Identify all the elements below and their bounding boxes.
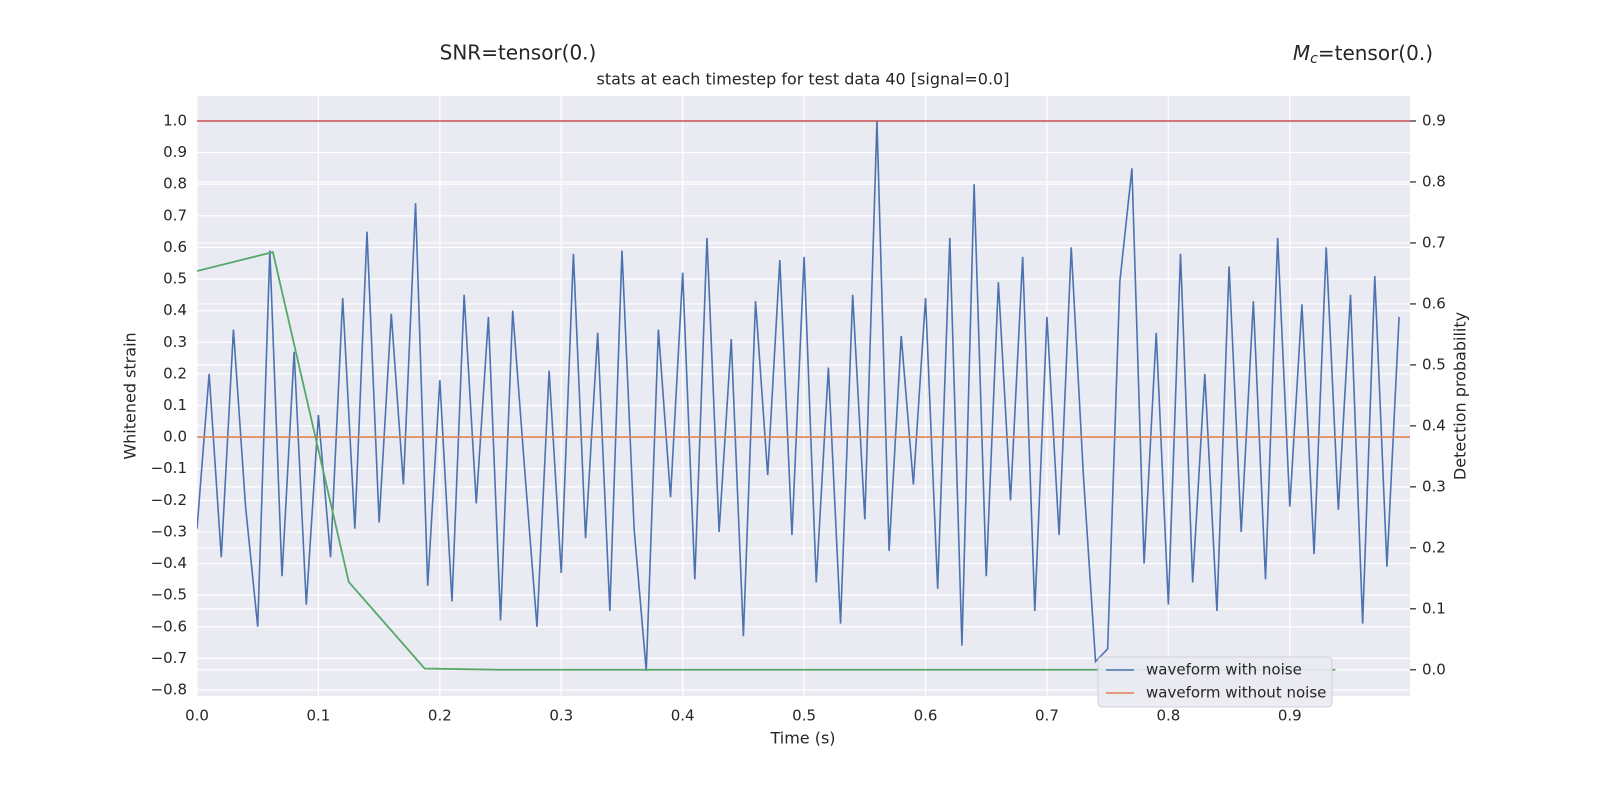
x-tick-label: 0.8 [1156,707,1180,725]
header-symbol: M [1293,41,1310,65]
x-tick-label: 0.9 [1278,707,1302,725]
y-tick-label: −0.3 [151,522,187,540]
y2-tick-label: 0.3 [1422,477,1446,495]
line [197,120,1400,672]
y-tick-label: −0.8 [151,680,187,698]
x-tick-label: 0.3 [549,707,573,725]
chart-title: stats at each timestep for test data 40 … [597,70,1010,89]
legend-box [1097,656,1333,708]
y2-tick-label: 0.7 [1422,233,1446,251]
x-tick-label: 0.5 [792,707,816,725]
header-subscript: c [1310,51,1318,67]
header-text: =tensor(0.) [1318,41,1433,65]
y2-tick-label: 0.6 [1422,294,1446,312]
y-tick-label: 1.0 [163,111,187,129]
x-axis-label: Time (s) [769,729,835,748]
x-tick-label: 0.7 [1035,707,1059,725]
y2-tick-label: 0.2 [1422,538,1446,556]
y-tick-label: 0.9 [163,143,187,161]
header-left: SNR=tensor(0.) [440,41,597,65]
y-tick-label: 0.2 [163,364,187,382]
x-tick-label: 0.4 [671,707,695,725]
y-tick-label: −0.5 [151,586,187,604]
plot-area [197,96,1410,696]
header-right: Mc=tensor(0.) [1293,41,1433,68]
x-tick-label: 0.6 [914,707,938,725]
y2-tick-label: 0.8 [1422,172,1446,190]
y2-tick-label: 0.1 [1422,599,1446,617]
y-tick-label: 0.8 [163,175,187,193]
y2-tick-label: 0.0 [1422,660,1446,678]
x-tick-label: 0.1 [306,707,330,725]
y-tick-label: −0.7 [151,649,187,667]
y-tick-label: 0.6 [163,238,187,256]
y-tick-label: 0.1 [163,396,187,414]
y-tick-label: −0.2 [151,491,187,509]
y2-tick-label: 0.4 [1422,416,1446,434]
x-tick-label: 0.0 [185,707,209,725]
y2-tick-label: 0.5 [1422,355,1446,373]
y-tick-label: −0.4 [151,554,187,572]
legend-label: waveform without noise [1146,684,1326,702]
y-tick-label: −0.6 [151,617,187,635]
y-tick-label: 0.0 [163,428,187,446]
x-tick-label: 0.2 [428,707,452,725]
y2-axis-label: Detection probability [1451,312,1470,480]
y-tick-label: −0.1 [151,459,187,477]
y-tick-label: 0.3 [163,333,187,351]
y-tick-label: 0.4 [163,301,187,319]
legend-label: waveform with noise [1146,661,1302,679]
y-tick-label: 0.5 [163,270,187,288]
y2-tick-label: 0.9 [1422,112,1446,130]
y-axis-label: Whitened strain [121,332,140,459]
y-tick-label: 0.7 [163,206,187,224]
